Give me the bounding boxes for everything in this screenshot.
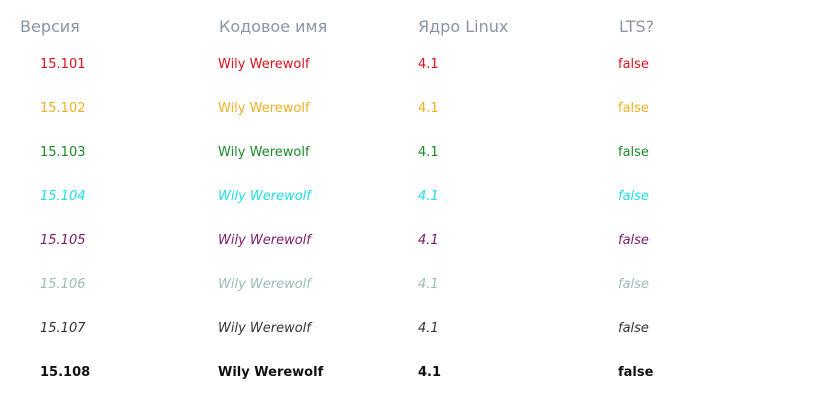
table-row: 15.102 Wily Werewolf 4.1 false (0, 99, 820, 119)
cell-codename: Wily Werewolf (218, 145, 310, 160)
cell-version: 15.102 (40, 101, 86, 116)
header-lts: LTS? (619, 17, 655, 36)
cell-version: 15.108 (40, 365, 91, 380)
cell-kernel: 4.1 (418, 57, 439, 72)
cell-version: 15.101 (40, 57, 86, 72)
header-version: Версия (20, 17, 80, 36)
cell-lts: false (618, 189, 649, 204)
table-row: 15.106 Wily Werewolf 4.1 false (0, 275, 820, 295)
cell-version: 15.106 (40, 277, 86, 292)
cell-codename: Wily Werewolf (218, 321, 311, 336)
cell-lts: false (618, 365, 654, 380)
cell-codename: Wily Werewolf (218, 365, 324, 380)
table-row: 15.104 Wily Werewolf 4.1 false (0, 187, 820, 207)
cell-kernel: 4.1 (418, 189, 439, 204)
cell-lts: false (618, 101, 649, 116)
cell-lts: false (618, 277, 649, 292)
table-row: 15.108 Wily Werewolf 4.1 false (0, 363, 820, 383)
table-header: Версия Кодовое имя Ядро Linux LTS? (0, 16, 820, 38)
cell-lts: false (618, 321, 649, 336)
table-row: 15.103 Wily Werewolf 4.1 false (0, 143, 820, 163)
cell-kernel: 4.1 (418, 233, 439, 248)
cell-lts: false (618, 145, 649, 160)
cell-codename: Wily Werewolf (218, 189, 311, 204)
table-row: 15.107 Wily Werewolf 4.1 false (0, 319, 820, 339)
table-row: 15.101 Wily Werewolf 4.1 false (0, 55, 820, 75)
cell-kernel: 4.1 (418, 277, 439, 292)
cell-codename: Wily Werewolf (218, 277, 311, 292)
cell-version: 15.105 (40, 233, 86, 248)
cell-version: 15.107 (40, 321, 86, 336)
cell-kernel: 4.1 (418, 365, 442, 380)
cell-codename: Wily Werewolf (218, 57, 310, 72)
cell-kernel: 4.1 (418, 321, 439, 336)
cell-kernel: 4.1 (418, 145, 439, 160)
cell-codename: Wily Werewolf (218, 101, 310, 116)
cell-version: 15.104 (40, 189, 86, 204)
cell-codename: Wily Werewolf (218, 233, 311, 248)
header-codename: Кодовое имя (219, 17, 328, 36)
cell-lts: false (618, 57, 649, 72)
cell-kernel: 4.1 (418, 101, 439, 116)
table-row: 15.105 Wily Werewolf 4.1 false (0, 231, 820, 251)
header-kernel: Ядро Linux (418, 17, 509, 36)
cell-lts: false (618, 233, 649, 248)
cell-version: 15.103 (40, 145, 86, 160)
